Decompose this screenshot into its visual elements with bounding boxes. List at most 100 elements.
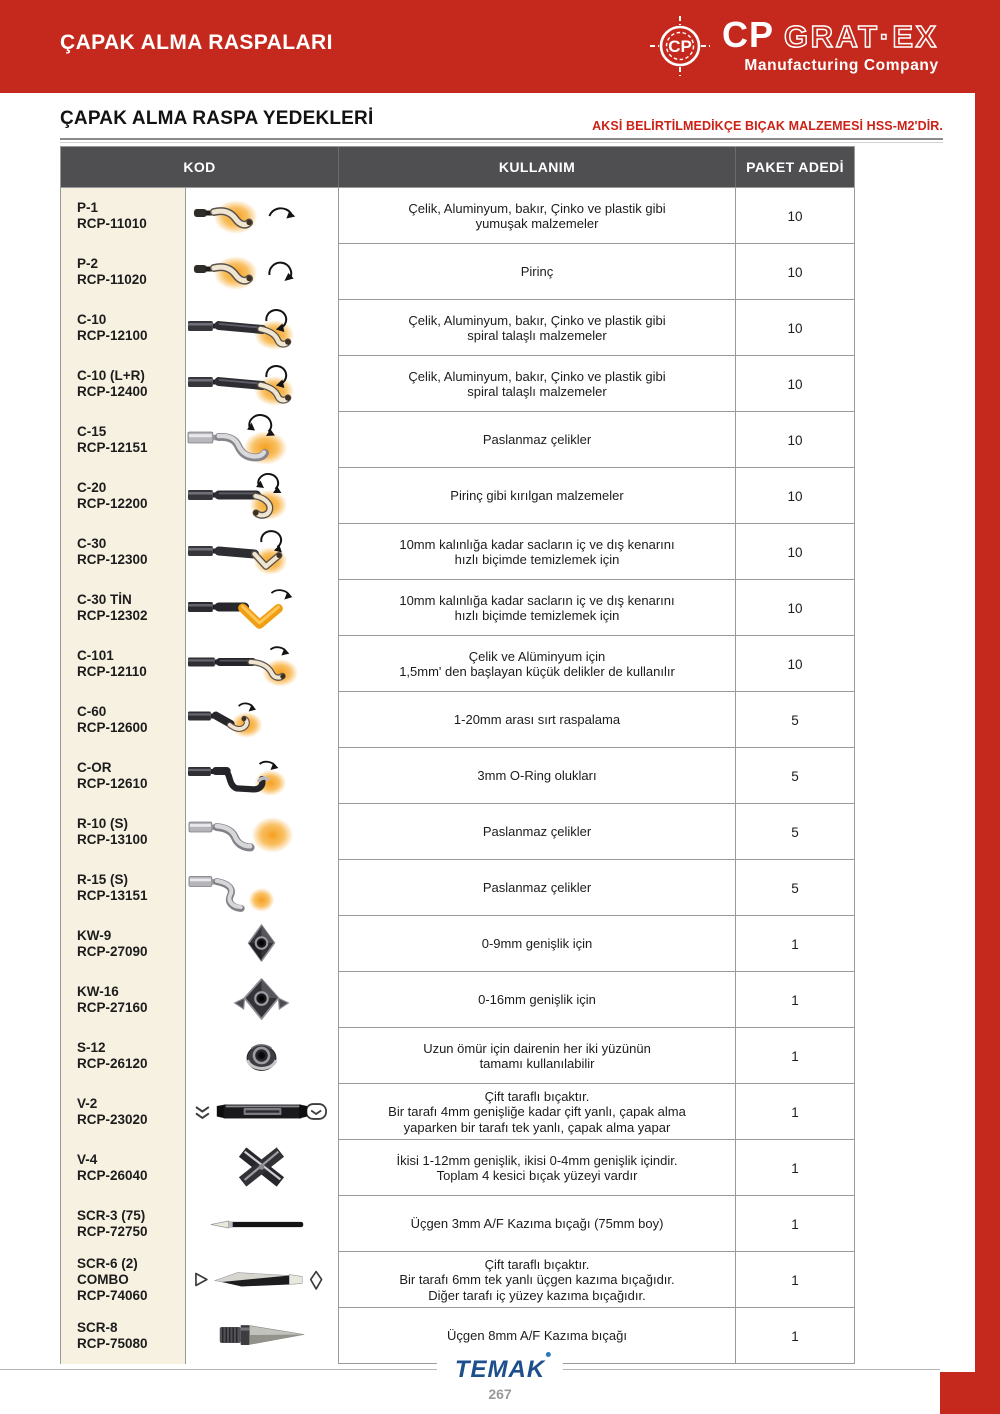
usage-text: 10mm kalınlığa kadar sacların iç ve dış … bbox=[339, 580, 736, 636]
usage-text: Çift taraflı bıçaktır. Bir tarafı 6mm te… bbox=[339, 1252, 736, 1308]
table-row: C-OR RCP-12610 3mm O-Ring olukları 5 bbox=[61, 747, 854, 804]
svg-text:CP: CP bbox=[668, 37, 692, 56]
temak-logo: TEMAK bbox=[436, 1352, 564, 1384]
tool-image-c30-sheet-blade bbox=[186, 524, 339, 580]
product-code: C-15 bbox=[77, 424, 107, 439]
section-divider bbox=[60, 138, 943, 143]
pack-quantity: 1 bbox=[791, 1048, 799, 1064]
pack-quantity: 5 bbox=[791, 880, 799, 896]
product-rcp: RCP-12610 bbox=[77, 776, 148, 791]
temak-accent-dot bbox=[546, 1352, 552, 1357]
tool-image-r10s-stainless-blade bbox=[186, 804, 339, 860]
product-code: C-OR bbox=[77, 760, 112, 775]
pack-quantity: 1 bbox=[791, 1328, 799, 1344]
temak-logo-text: TEMAK bbox=[454, 1356, 546, 1383]
product-code: S-12 bbox=[77, 1040, 106, 1055]
products-table: KOD KULLANIM PAKET ADEDİ P-1 RCP-11010 Çe… bbox=[60, 146, 855, 1364]
table-row: R-15 (S) RCP-13151 Paslanmaz çelikler 5 bbox=[61, 859, 854, 916]
pack-quantity: 1 bbox=[791, 992, 799, 1008]
crosshair-logo-icon: CP bbox=[650, 16, 710, 76]
tool-image-v2-double-sided-blade bbox=[186, 1084, 339, 1140]
product-code: P-1 bbox=[77, 200, 99, 215]
pack-quantity: 1 bbox=[791, 936, 799, 952]
product-rcp: RCP-12151 bbox=[77, 440, 148, 455]
table-row: C-30 RCP-12300 10mm kalınlığa kadar sacla… bbox=[61, 523, 854, 580]
product-code: C-20 bbox=[77, 480, 107, 495]
product-rcp: RCP-13151 bbox=[77, 888, 148, 903]
pack-quantity: 10 bbox=[787, 264, 803, 280]
product-rcp: RCP-12110 bbox=[77, 664, 147, 679]
usage-text: Üçgen 8mm A/F Kazıma bıçağı bbox=[339, 1308, 736, 1364]
product-code: C-101 bbox=[77, 648, 114, 663]
column-header-kod: KOD bbox=[61, 147, 339, 187]
tool-image-c101-small-hole-blade bbox=[186, 636, 339, 692]
pack-quantity: 10 bbox=[787, 320, 803, 336]
product-code: C-30 bbox=[77, 536, 107, 551]
right-red-stripe bbox=[975, 93, 1000, 1414]
product-rcp: RCP-13100 bbox=[77, 832, 148, 847]
table-row: V-4 RCP-26040 İkisi 1-12mm genişlik, ikis… bbox=[61, 1139, 854, 1196]
table-row: P-1 RCP-11010 Çelik, Aluminyum, bakır, Çi… bbox=[61, 187, 854, 244]
material-note: AKSİ BELİRTİLMEDİKÇE BIÇAK MALZEMESİ HSS… bbox=[592, 119, 943, 133]
product-rcp: RCP-27090 bbox=[77, 944, 148, 959]
tool-image-kw16-insert bbox=[186, 972, 339, 1028]
tool-image-c20-brass-blade bbox=[186, 468, 339, 524]
pack-quantity: 5 bbox=[791, 768, 799, 784]
pack-quantity: 10 bbox=[787, 208, 803, 224]
table-header-row: KOD KULLANIM PAKET ADEDİ bbox=[61, 147, 854, 187]
usage-text: Uzun ömür için dairenin her iki yüzünün … bbox=[339, 1028, 736, 1084]
page-number: 267 bbox=[488, 1386, 512, 1402]
product-rcp: RCP-27160 bbox=[77, 1000, 148, 1015]
tool-image-c10-spiral-blade bbox=[186, 300, 339, 356]
pack-quantity: 5 bbox=[791, 712, 799, 728]
header-bar bbox=[0, 0, 1000, 93]
usage-text: İkisi 1-12mm genişlik, ikisi 0-4mm geniş… bbox=[339, 1140, 736, 1196]
tool-image-c30tin-coated-blade bbox=[186, 580, 339, 636]
product-rcp: RCP-72750 bbox=[77, 1224, 148, 1239]
column-header-paket: PAKET ADEDİ bbox=[746, 159, 844, 175]
pack-quantity: 10 bbox=[787, 544, 803, 560]
table-row: R-10 (S) RCP-13100 Paslanmaz çelikler 5 bbox=[61, 803, 854, 860]
product-code: KW-16 bbox=[77, 984, 119, 999]
usage-text: Çelik ve Alüminyum için 1,5mm' den başla… bbox=[339, 636, 736, 692]
product-code: C-30 TİN bbox=[77, 592, 132, 607]
tool-image-scr3-scraper bbox=[186, 1196, 339, 1252]
product-rcp: RCP-12600 bbox=[77, 720, 148, 735]
table-row: SCR-3 (75) RCP-72750 Üçgen 3mm A/F Kazıma… bbox=[61, 1195, 854, 1252]
product-rcp: RCP-23020 bbox=[77, 1112, 148, 1127]
table-row: C-60 RCP-12600 1-20mm arası sırt raspalam… bbox=[61, 691, 854, 748]
product-code: V-4 bbox=[77, 1152, 98, 1167]
usage-text: 0-16mm genişlik için bbox=[339, 972, 736, 1028]
usage-text: Paslanmaz çelikler bbox=[339, 412, 736, 468]
table-row: P-2 RCP-11020 Pirinç 10 bbox=[61, 243, 854, 300]
table-row: KW-9 RCP-27090 0-9mm genişlik için 1 bbox=[61, 915, 854, 972]
usage-text: 3mm O-Ring olukları bbox=[339, 748, 736, 804]
usage-text: Çelik, Aluminyum, bakır, Çinko ve plasti… bbox=[339, 300, 736, 356]
pack-quantity: 1 bbox=[791, 1160, 799, 1176]
pack-quantity: 10 bbox=[787, 376, 803, 392]
pack-quantity: 10 bbox=[787, 656, 803, 672]
product-rcp: RCP-12300 bbox=[77, 552, 148, 567]
usage-text: Pirinç gibi kırılgan malzemeler bbox=[339, 468, 736, 524]
usage-text: 10mm kalınlığa kadar sacların iç ve dış … bbox=[339, 524, 736, 580]
product-code: C-10 bbox=[77, 312, 107, 327]
tool-image-c10lr-spiral-blade bbox=[186, 356, 339, 412]
pack-quantity: 10 bbox=[787, 600, 803, 616]
usage-text: Pirinç bbox=[339, 244, 736, 300]
tool-image-r15s-stainless-blade bbox=[186, 860, 339, 916]
table-row: KW-16 RCP-27160 0-16mm genişlik için 1 bbox=[61, 971, 854, 1028]
usage-text: 0-9mm genişlik için bbox=[339, 916, 736, 972]
product-rcp: RCP-11010 bbox=[77, 216, 147, 231]
product-rcp: RCP-75080 bbox=[77, 1336, 148, 1351]
brand-logo-text: CP GRAT·EX Manufacturing Company bbox=[722, 17, 939, 75]
usage-text: Çelik, Aluminyum, bakır, Çinko ve plasti… bbox=[339, 188, 736, 244]
pack-quantity: 1 bbox=[791, 1104, 799, 1120]
product-rcp: RCP-11020 bbox=[77, 272, 147, 287]
usage-text: Çelik, Aluminyum, bakır, Çinko ve plasti… bbox=[339, 356, 736, 412]
product-rcp: RCP-26120 bbox=[77, 1056, 148, 1071]
brand-cp: CP bbox=[722, 14, 775, 55]
brand-gratex: GRAT·EX bbox=[783, 19, 939, 54]
bottom-right-red-block bbox=[940, 1372, 1000, 1414]
product-code: P-2 bbox=[77, 256, 99, 271]
